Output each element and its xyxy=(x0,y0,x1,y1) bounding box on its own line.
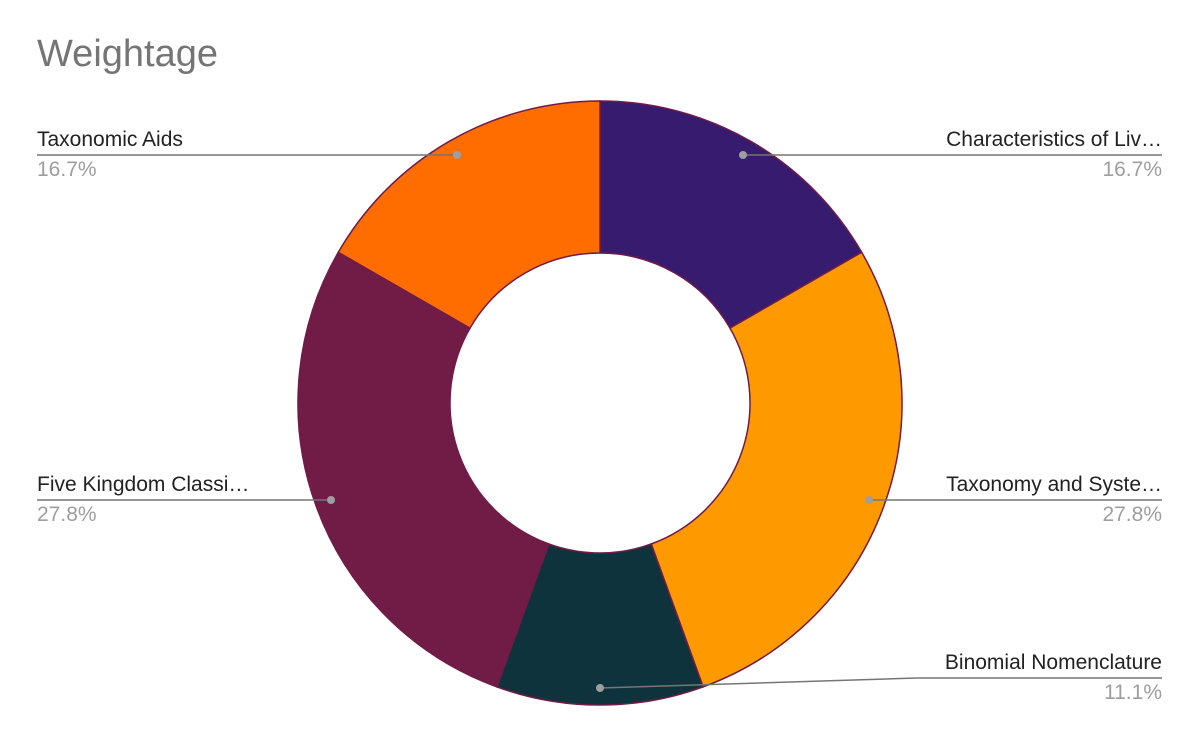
slice-labels-group: Characteristics of Liv… 16.7% Taxonomy and… xyxy=(37,128,1162,704)
slice-label: Binomial Nomenclature xyxy=(945,651,1162,674)
slice-label: Taxonomic Aids xyxy=(37,128,183,151)
slices-group xyxy=(297,100,903,706)
leader-dot xyxy=(739,151,747,159)
slice-five-kingdom-classi[interactable] xyxy=(297,251,550,688)
slice-percent: 27.8% xyxy=(1102,503,1162,526)
leader-dot xyxy=(327,496,335,504)
leader-lines-group xyxy=(37,151,1162,692)
leader-dot xyxy=(453,151,461,159)
slice-label: Five Kingdom Classi… xyxy=(37,473,249,496)
slice-percent: 16.7% xyxy=(37,158,97,181)
slice-label: Characteristics of Liv… xyxy=(946,128,1162,151)
slice-percent: 16.7% xyxy=(1102,158,1162,181)
leader-dot xyxy=(865,496,873,504)
leader-dot xyxy=(596,684,604,692)
slice-label: Taxonomy and Syste… xyxy=(946,473,1162,496)
chart-title: Weightage xyxy=(37,33,218,75)
slice-taxonomic-aids[interactable] xyxy=(337,100,601,330)
slice-characteristics-of-liv[interactable] xyxy=(599,100,863,330)
slice-percent: 11.1% xyxy=(1104,681,1162,704)
leader-line xyxy=(599,677,1162,689)
slice-percent: 27.8% xyxy=(37,503,97,526)
slice-taxonomy-and-syste[interactable] xyxy=(650,251,903,688)
